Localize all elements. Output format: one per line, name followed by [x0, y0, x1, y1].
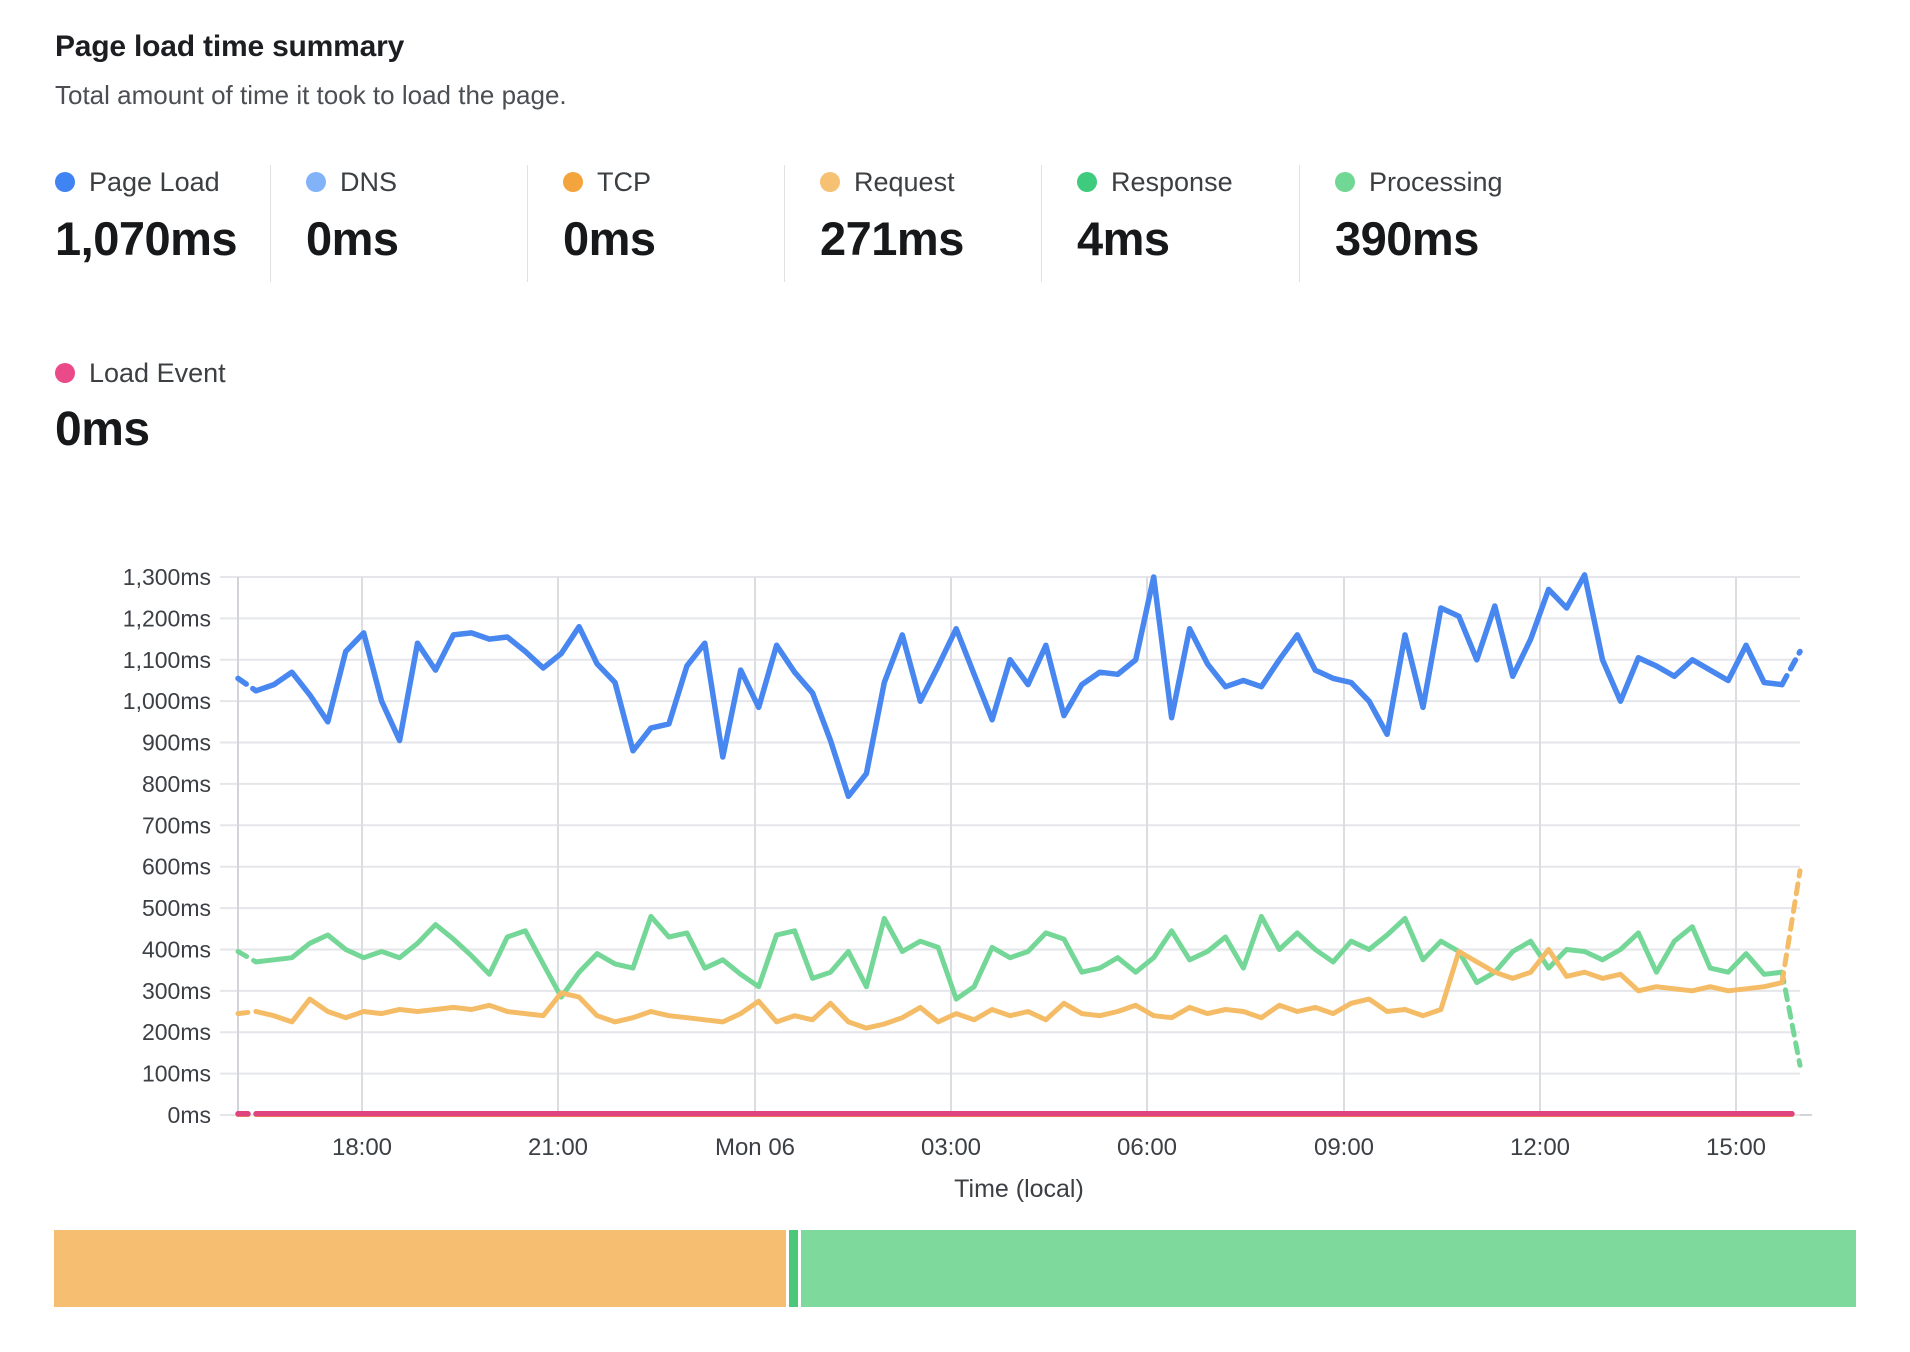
page-title: Page load time summary: [55, 30, 405, 63]
metrics-legend-row: Page Load 1,070ms DNS 0ms TCP 0ms Reques…: [55, 165, 1856, 282]
metric-value: 0ms: [306, 212, 399, 265]
tcp-dot-icon: [563, 172, 583, 192]
metric-value: 0ms: [55, 403, 150, 456]
metric-value: 0ms: [563, 212, 656, 265]
y-tick-label: 500ms: [142, 895, 211, 921]
series-line-page-load: [253, 572, 1785, 800]
metric-value: 390ms: [1335, 212, 1479, 265]
metric-dns: DNS 0ms: [270, 165, 527, 282]
y-tick-label: 100ms: [142, 1061, 211, 1087]
series-dash-start-page-load: [235, 675, 259, 694]
series-line-request: [253, 947, 1785, 1031]
x-tick-label: 03:00: [921, 1134, 981, 1161]
load-time-chart[interactable]: 0ms 100ms 200ms 300ms 400ms 500ms 600ms 700ms 80…: [55, 547, 1857, 1212]
metric-page-load: Page Load 1,070ms: [55, 165, 270, 282]
series-dash-end-processing: [1779, 969, 1803, 1068]
time-share-segment-divider-sliver: [788, 1230, 798, 1307]
metric-value: 271ms: [820, 212, 964, 265]
metric-tcp: TCP 0ms: [527, 165, 784, 282]
x-tick-label: 21:00: [528, 1134, 588, 1161]
y-tick-label: 400ms: [142, 936, 211, 962]
metric-label: Response: [1111, 166, 1233, 197]
metric-label: TCP: [597, 166, 651, 197]
page-load-summary-panel: Page load time summary Total amount of t…: [55, 30, 1856, 1217]
metric-label: Load Event: [89, 357, 226, 388]
processing-dot-icon: [1335, 172, 1355, 192]
metric-processing: Processing 390ms: [1299, 165, 1556, 282]
x-tick-label: 15:00: [1706, 1134, 1766, 1161]
y-tick-label: 700ms: [142, 812, 211, 838]
page-load-dot-icon: [55, 172, 75, 192]
time-share-segment-processing-share: [800, 1230, 1856, 1307]
response-dot-icon: [1077, 172, 1097, 192]
y-tick-label: 1,200ms: [123, 605, 211, 631]
y-tick-label: 0ms: [168, 1102, 211, 1128]
time-share-segment-request-share: [54, 1230, 786, 1307]
request-dot-icon: [820, 172, 840, 192]
y-tick-label: 200ms: [142, 1019, 211, 1045]
metric-response: Response 4ms: [1041, 165, 1299, 282]
series-dash-start-processing: [235, 949, 259, 965]
y-tick-label: 800ms: [142, 771, 211, 797]
y-tick-label: 1,000ms: [123, 688, 211, 714]
metric-request: Request 271ms: [784, 165, 1041, 282]
y-tick-label: 900ms: [142, 730, 211, 756]
time-share-bar: [54, 1230, 1856, 1307]
x-tick-label: 09:00: [1314, 1134, 1374, 1161]
metric-label: Request: [854, 166, 955, 197]
page-subtitle: Total amount of time it took to load the…: [55, 80, 567, 110]
series-dash-end-request: [1779, 868, 1803, 986]
y-tick-label: 1,300ms: [123, 564, 211, 590]
load-time-chart-area: 0ms 100ms 200ms 300ms 400ms 500ms 600ms 700ms 80…: [55, 547, 1856, 1217]
metric-value: 4ms: [1077, 212, 1170, 265]
y-tick-label: 1,100ms: [123, 647, 211, 673]
metric-value: 1,070ms: [55, 212, 238, 265]
metric-label: Processing: [1369, 166, 1503, 197]
series-dash-start-request: [235, 1009, 259, 1017]
series-line-processing: [253, 913, 1785, 1002]
x-tick-label: Mon 06: [715, 1134, 795, 1161]
x-axis-title: Time (local): [954, 1175, 1084, 1203]
x-tick-label: 18:00: [332, 1134, 392, 1161]
x-tick-label: 12:00: [1510, 1134, 1570, 1161]
metric-load-event: Load Event 0ms: [55, 358, 1856, 457]
y-tick-label: 300ms: [142, 978, 211, 1004]
x-tick-label: 06:00: [1117, 1134, 1177, 1161]
dns-dot-icon: [306, 172, 326, 192]
y-tick-label: 600ms: [142, 854, 211, 880]
metric-label: Page Load: [89, 166, 220, 197]
series-dash-end-page-load: [1779, 648, 1803, 688]
load-event-dot-icon: [55, 363, 75, 383]
metric-label: DNS: [340, 166, 398, 197]
